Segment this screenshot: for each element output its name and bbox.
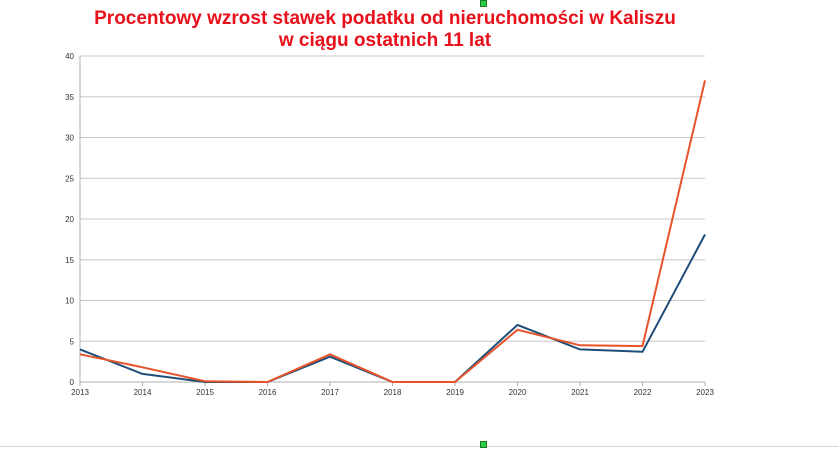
x-tick-label-2014: 2014 xyxy=(134,388,152,397)
series-line-2 xyxy=(79,80,706,383)
y-tick-label-5: 5 xyxy=(70,337,75,346)
x-tick-label-2020: 2020 xyxy=(509,388,527,397)
chart-subtitle: w ciągu ostatnich 11 lat xyxy=(278,30,492,51)
x-tick-label-2013: 2013 xyxy=(71,388,89,397)
x-tick-label-2016: 2016 xyxy=(259,388,277,397)
y-tick-label-30: 30 xyxy=(65,134,74,143)
x-tick-label-2018: 2018 xyxy=(384,388,402,397)
chart-title: Procentowy wzrost stawek podatku od nier… xyxy=(94,8,676,29)
x-tick-label-2017: 2017 xyxy=(321,388,339,397)
y-tick-label-15: 15 xyxy=(65,256,74,265)
y-tick-label-35: 35 xyxy=(65,93,74,102)
resize-handle-bottom[interactable] xyxy=(480,441,487,448)
sheet-divider xyxy=(0,446,839,447)
x-tick-label-2019: 2019 xyxy=(446,388,464,397)
resize-handle-top[interactable] xyxy=(480,0,487,7)
x-tick-label-2022: 2022 xyxy=(634,388,652,397)
y-tick-label-40: 40 xyxy=(65,52,74,61)
y-tick-label-20: 20 xyxy=(65,215,74,224)
x-tick-label-2015: 2015 xyxy=(196,388,214,397)
y-tick-label-0: 0 xyxy=(70,378,75,387)
x-tick-label-2023: 2023 xyxy=(696,388,714,397)
x-tick-label-2021: 2021 xyxy=(571,388,589,397)
series-line-1 xyxy=(79,234,706,383)
y-tick-label-25: 25 xyxy=(65,174,74,183)
y-tick-label-10: 10 xyxy=(65,297,74,306)
chart-title-block: Procentowy wzrost stawek podatku od nier… xyxy=(0,8,770,52)
